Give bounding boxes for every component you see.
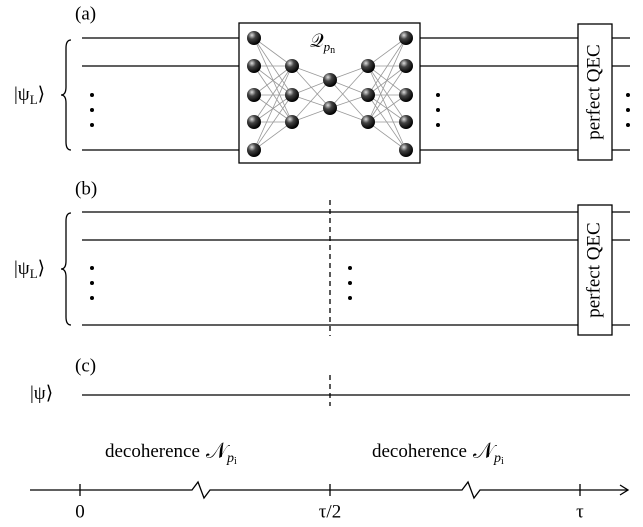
state-ket: |ψL⟩ bbox=[14, 258, 45, 281]
ellipsis-dot bbox=[348, 296, 352, 300]
neuron bbox=[323, 73, 337, 87]
neuron bbox=[247, 115, 261, 129]
neuron bbox=[361, 59, 375, 73]
neuron bbox=[399, 31, 413, 45]
state-ket: |ψ⟩ bbox=[30, 383, 53, 404]
neuron bbox=[247, 59, 261, 73]
ellipsis-dot bbox=[348, 281, 352, 285]
segment-label: decoherence 𝒩pi bbox=[372, 438, 504, 467]
panel-label: (a) bbox=[75, 3, 96, 24]
qec-label: perfect QEC bbox=[583, 44, 604, 139]
segment-sub: p bbox=[226, 451, 234, 466]
network-edge bbox=[367, 37, 407, 96]
tick-label: τ/2 bbox=[319, 501, 341, 522]
state-ket: |ψL⟩ bbox=[14, 84, 45, 107]
neuron bbox=[399, 88, 413, 102]
network-edge bbox=[367, 65, 407, 123]
tick-label: 0 bbox=[75, 501, 85, 522]
segment-text: decoherence bbox=[105, 441, 200, 462]
segment-text: decoherence bbox=[372, 441, 467, 462]
brace bbox=[60, 39, 72, 151]
neuron bbox=[285, 88, 299, 102]
segment-label: decoherence 𝒩pi bbox=[105, 438, 237, 467]
ellipsis-dot bbox=[90, 266, 94, 270]
neuron bbox=[361, 88, 375, 102]
ellipsis-dot bbox=[90, 281, 94, 285]
ellipsis-dot bbox=[348, 266, 352, 270]
timeline-arrow bbox=[619, 484, 630, 496]
network-edge bbox=[367, 94, 407, 123]
neuron bbox=[247, 88, 261, 102]
ellipsis-dot bbox=[626, 93, 630, 97]
ellipsis-dot bbox=[90, 108, 94, 112]
network-edge bbox=[291, 65, 331, 109]
brace bbox=[60, 212, 72, 326]
neuron bbox=[361, 115, 375, 129]
network-edge bbox=[253, 37, 293, 96]
ellipsis-dot bbox=[436, 93, 440, 97]
network-edge bbox=[291, 79, 331, 123]
ket-main: |ψ⟩ bbox=[30, 383, 53, 404]
neuron bbox=[285, 115, 299, 129]
network-edge bbox=[253, 37, 293, 67]
segment-sub: p bbox=[493, 451, 501, 466]
network-edge bbox=[253, 65, 293, 123]
tick-label: τ bbox=[576, 501, 584, 522]
neuron bbox=[247, 143, 261, 157]
network-edge bbox=[329, 79, 369, 123]
panel-label: (b) bbox=[75, 178, 97, 199]
network-edge bbox=[367, 37, 407, 67]
network-sub: p bbox=[323, 39, 331, 54]
qec-box bbox=[577, 204, 613, 336]
network-symbol: 𝒬 bbox=[310, 31, 324, 52]
network-edge bbox=[253, 94, 293, 151]
neuron bbox=[323, 101, 337, 115]
network-edge bbox=[253, 121, 293, 151]
neuron bbox=[399, 115, 413, 129]
network-edge bbox=[367, 37, 407, 123]
ket-sub: L bbox=[30, 92, 38, 107]
segment-subsub: i bbox=[234, 456, 237, 467]
qec-box bbox=[577, 23, 613, 161]
neuron bbox=[399, 143, 413, 157]
ket-main: |ψ bbox=[14, 258, 30, 279]
ellipsis-dot bbox=[90, 93, 94, 97]
segment-subsub: i bbox=[501, 456, 504, 467]
network-edge bbox=[367, 121, 407, 151]
segment-symbol: 𝒩 bbox=[473, 438, 497, 463]
network-label: 𝒬pn bbox=[310, 31, 335, 56]
neuron bbox=[285, 59, 299, 73]
network-box bbox=[238, 22, 421, 164]
panel-label: (c) bbox=[75, 355, 96, 376]
ket-end: ⟩ bbox=[38, 84, 45, 105]
network-edge bbox=[367, 94, 407, 151]
network-edge bbox=[367, 65, 407, 151]
ellipsis-dot bbox=[90, 296, 94, 300]
segment-symbol: 𝒩 bbox=[206, 438, 230, 463]
network-subsub: n bbox=[330, 45, 335, 56]
ellipsis-dot bbox=[626, 108, 630, 112]
ket-main: |ψ bbox=[14, 84, 30, 105]
timeline bbox=[30, 480, 628, 500]
ellipsis-dot bbox=[626, 123, 630, 127]
ellipsis-dot bbox=[436, 123, 440, 127]
network-edge bbox=[253, 65, 293, 151]
neuron bbox=[247, 31, 261, 45]
network-edge bbox=[253, 65, 293, 96]
neuron bbox=[399, 59, 413, 73]
ket-sub: L bbox=[30, 266, 38, 281]
network-edge bbox=[329, 65, 369, 109]
ket-end: ⟩ bbox=[38, 258, 45, 279]
ellipsis-dot bbox=[436, 108, 440, 112]
ellipsis-dot bbox=[90, 123, 94, 127]
qec-label: perfect QEC bbox=[583, 222, 604, 317]
